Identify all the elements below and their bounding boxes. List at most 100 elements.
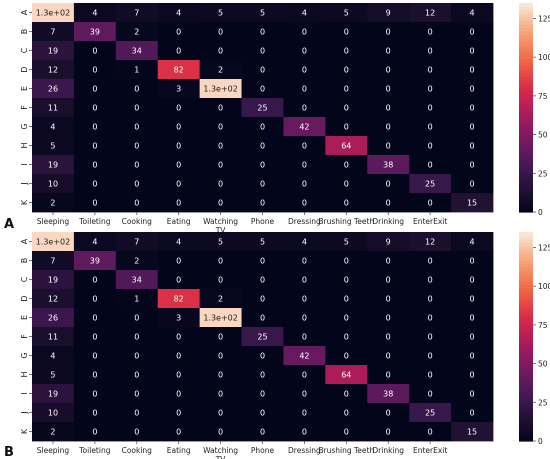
cell-value-label: 0 (386, 85, 391, 94)
heatmap-cell (157, 41, 201, 61)
row-tick-label: I (20, 163, 29, 165)
col-tick-label: Eating (167, 217, 191, 226)
cell-value-label: 0 (344, 276, 349, 285)
cell-value-label: 5 (344, 9, 349, 18)
cell-value-label: 0 (469, 66, 474, 75)
heatmap-cell (367, 174, 410, 194)
cell-value-label: 0 (344, 85, 349, 94)
colorbar-segment (519, 280, 533, 285)
cell-value-label: 0 (428, 352, 433, 361)
cell-value-label: 5 (50, 142, 55, 151)
colorbar-segment (519, 65, 533, 70)
heatmap-cell (325, 308, 368, 328)
colorbar-segment (519, 437, 533, 442)
colorbar-segment (519, 62, 533, 67)
cell-value-label: 0 (344, 257, 349, 266)
cell-value-label: 0 (218, 142, 223, 151)
heatmap-cell (241, 41, 284, 61)
heatmap-cell (325, 232, 368, 252)
heatmap-cell (283, 365, 326, 385)
heatmap-cell (325, 41, 368, 61)
heatmap-cell (157, 60, 201, 80)
colorbar-segment (519, 434, 533, 439)
colorbar-segment (519, 336, 533, 341)
heatmap-cell (409, 60, 452, 80)
cell-value-label: 0 (386, 333, 391, 342)
heatmap-cell (32, 308, 75, 328)
colorbar-segment (519, 326, 533, 331)
heatmap-cell (32, 136, 75, 156)
cell-value-label: 9 (386, 238, 391, 247)
heatmap-cell (157, 117, 201, 137)
colorbar-segment (519, 107, 533, 112)
heatmap-cell (451, 422, 494, 442)
heatmap-cell (325, 270, 368, 290)
heatmap-cell (199, 22, 242, 42)
heatmap-cell (283, 155, 326, 175)
row-tick-label: C (20, 276, 29, 282)
colorbar-segment (519, 79, 533, 84)
heatmap-cell (325, 251, 368, 271)
cell-value-label: 0 (218, 428, 223, 437)
cell-value-label: 0 (386, 142, 391, 151)
row-tick-label: E (20, 86, 29, 91)
heatmap-cell (32, 193, 75, 213)
heatmap-cell (283, 136, 326, 156)
heatmap-cell (73, 41, 117, 61)
cell-value-label: 3 (176, 314, 181, 323)
heatmap-cell (32, 232, 75, 252)
cell-value-label: 2 (218, 295, 223, 304)
colorbar-segment (519, 159, 533, 164)
heatmap-cell (325, 289, 368, 309)
cell-value-label: 0 (218, 199, 223, 208)
heatmap-cell (325, 384, 368, 404)
colorbar-tick-label: 100 (538, 53, 550, 62)
colorbar-segment (519, 430, 533, 435)
cell-value-label: 0 (92, 123, 97, 132)
heatmap-cell (199, 308, 242, 328)
cell-value-label: 0 (176, 371, 181, 380)
heatmap-cell (409, 193, 452, 213)
row-tick-label: G (20, 123, 29, 129)
heatmap-cell (241, 327, 284, 347)
heatmap-cell (115, 117, 159, 137)
colorbar-segment (519, 131, 533, 136)
cell-value-label: 0 (260, 28, 265, 37)
cell-value-label: 7 (50, 257, 55, 266)
cell-value-label: 0 (218, 257, 223, 266)
cell-value-label: 5 (218, 238, 223, 247)
row-tick-label: B (20, 258, 29, 264)
cell-value-label: 0 (260, 352, 265, 361)
cell-value-label: 0 (428, 104, 433, 113)
cell-value-label: 0 (302, 199, 307, 208)
heatmap-cell (199, 155, 242, 175)
colorbar-segment (519, 385, 533, 390)
cell-value-label: 0 (386, 276, 391, 285)
heatmap-cell (199, 79, 242, 99)
cell-value-label: 4 (50, 352, 55, 361)
heatmap-cell (157, 365, 201, 385)
colorbar-segment (519, 298, 533, 303)
colorbar-segment (519, 20, 533, 25)
colorbar-segment (519, 69, 533, 74)
colorbar-segment (519, 346, 533, 352)
heatmap-cell (283, 79, 326, 99)
cell-value-label: 0 (176, 390, 181, 399)
heatmap-cell (409, 422, 452, 442)
cell-value-label: 0 (176, 199, 181, 208)
heatmap-cell (73, 384, 117, 404)
colorbar-segment (519, 3, 533, 8)
cell-value-label: 0 (386, 314, 391, 323)
heatmap-cell (73, 60, 117, 80)
heatmap-cell (409, 136, 452, 156)
cell-value-label: 12 (48, 295, 58, 304)
colorbar-segment (519, 420, 533, 425)
heatmap-cell (409, 117, 452, 137)
cell-value-label: 0 (386, 428, 391, 437)
cell-value-label: 12 (48, 66, 58, 75)
heatmap-cell (157, 155, 201, 175)
heatmap-cell (409, 155, 452, 175)
heatmap-cell (367, 346, 410, 366)
heatmap-cell (367, 422, 410, 442)
colorbar-tick-label: 25 (538, 398, 548, 407)
